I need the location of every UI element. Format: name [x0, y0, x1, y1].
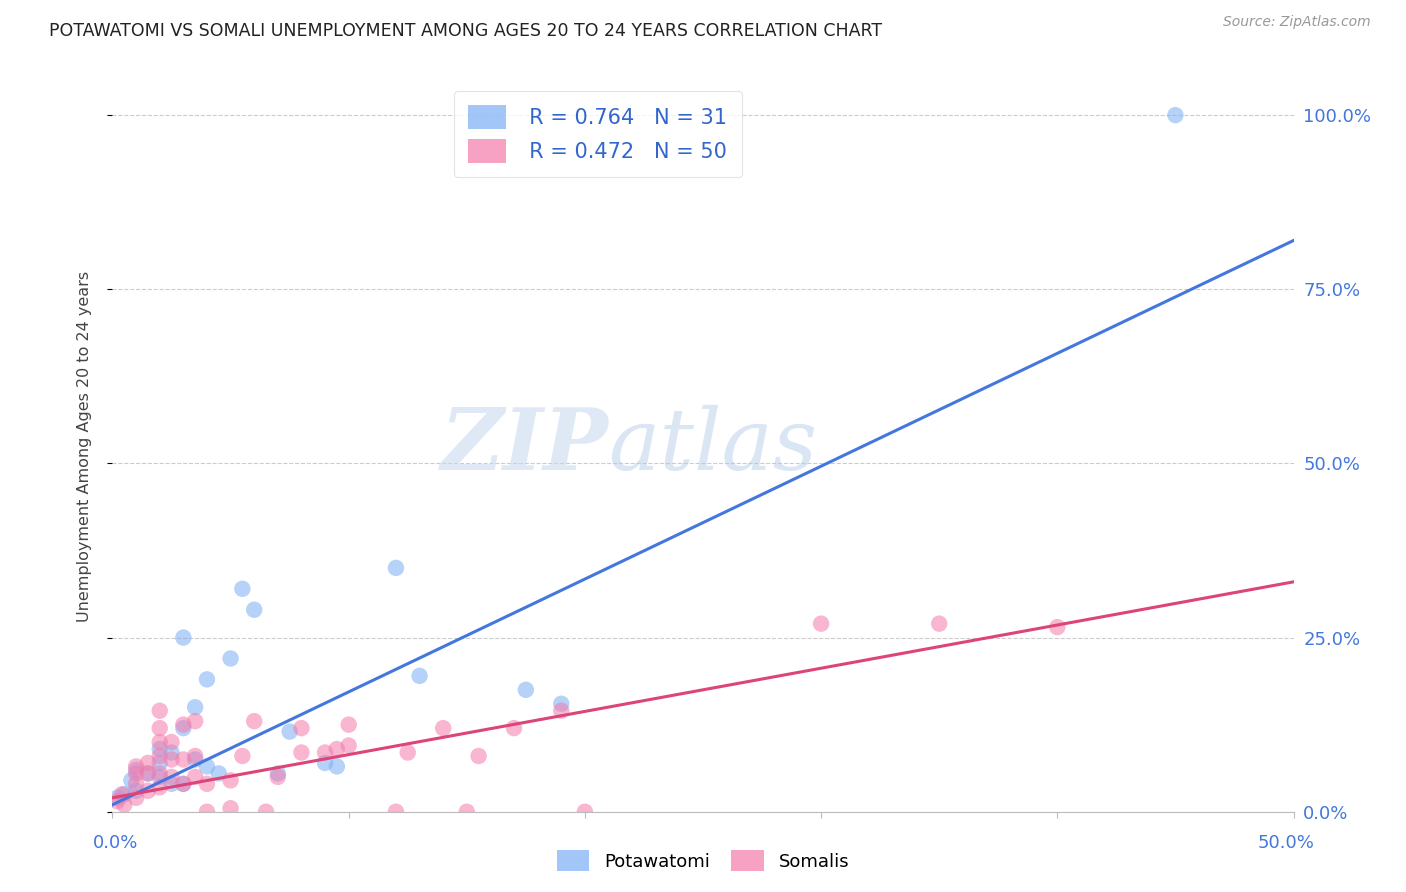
- Point: [172, 777, 194, 791]
- Point: [149, 742, 172, 756]
- Text: Source: ZipAtlas.com: Source: ZipAtlas.com: [1223, 15, 1371, 29]
- Point: [278, 724, 301, 739]
- Legend:   R = 0.764   N = 31,   R = 0.472   N = 50: R = 0.764 N = 31, R = 0.472 N = 50: [454, 91, 742, 178]
- Point: [125, 766, 148, 780]
- Point: [515, 682, 537, 697]
- Point: [456, 805, 478, 819]
- Y-axis label: Unemployment Among Ages 20 to 24 years: Unemployment Among Ages 20 to 24 years: [77, 270, 91, 622]
- Point: [136, 756, 159, 770]
- Point: [928, 616, 950, 631]
- Point: [149, 721, 172, 735]
- Point: [385, 561, 408, 575]
- Point: [208, 766, 231, 780]
- Point: [112, 787, 135, 801]
- Point: [160, 735, 183, 749]
- Point: [231, 582, 253, 596]
- Point: [503, 721, 526, 735]
- Point: [195, 673, 218, 687]
- Point: [125, 777, 148, 791]
- Point: [219, 773, 242, 788]
- Point: [195, 777, 218, 791]
- Point: [337, 739, 360, 753]
- Point: [184, 752, 207, 766]
- Point: [467, 749, 489, 764]
- Text: ZIP: ZIP: [440, 404, 609, 488]
- Point: [314, 746, 336, 760]
- Point: [160, 752, 183, 766]
- Point: [125, 790, 148, 805]
- Point: [432, 721, 454, 735]
- Point: [149, 735, 172, 749]
- Point: [120, 773, 142, 788]
- Text: 0.0%: 0.0%: [93, 834, 138, 852]
- Point: [184, 714, 207, 728]
- Point: [314, 756, 336, 770]
- Text: 50.0%: 50.0%: [1258, 834, 1315, 852]
- Point: [105, 794, 128, 808]
- Point: [184, 700, 207, 714]
- Legend: Potawatomi, Somalis: Potawatomi, Somalis: [550, 843, 856, 879]
- Point: [172, 631, 194, 645]
- Point: [574, 805, 596, 819]
- Point: [243, 714, 266, 728]
- Point: [136, 766, 159, 780]
- Point: [136, 766, 159, 780]
- Point: [184, 770, 207, 784]
- Point: [219, 651, 242, 665]
- Point: [219, 801, 242, 815]
- Point: [172, 721, 194, 735]
- Point: [243, 603, 266, 617]
- Point: [111, 787, 134, 801]
- Point: [125, 784, 148, 798]
- Point: [1046, 620, 1069, 634]
- Point: [160, 746, 183, 760]
- Point: [172, 752, 194, 766]
- Point: [267, 770, 290, 784]
- Point: [149, 756, 172, 770]
- Point: [290, 746, 312, 760]
- Point: [105, 790, 128, 805]
- Point: [396, 746, 419, 760]
- Point: [267, 766, 290, 780]
- Point: [149, 749, 172, 764]
- Point: [172, 717, 194, 731]
- Point: [1164, 108, 1187, 122]
- Point: [149, 770, 172, 784]
- Text: POTAWATOMI VS SOMALI UNEMPLOYMENT AMONG AGES 20 TO 24 YEARS CORRELATION CHART: POTAWATOMI VS SOMALI UNEMPLOYMENT AMONG …: [49, 22, 883, 40]
- Text: atlas: atlas: [609, 405, 818, 487]
- Point: [385, 805, 408, 819]
- Point: [550, 704, 572, 718]
- Point: [254, 805, 277, 819]
- Point: [149, 766, 172, 780]
- Point: [112, 797, 135, 812]
- Point: [160, 770, 183, 784]
- Point: [290, 721, 312, 735]
- Point: [184, 749, 207, 764]
- Point: [149, 704, 172, 718]
- Point: [810, 616, 832, 631]
- Point: [408, 669, 430, 683]
- Point: [125, 763, 148, 777]
- Point: [149, 780, 172, 795]
- Point: [326, 759, 349, 773]
- Point: [136, 784, 159, 798]
- Point: [550, 697, 572, 711]
- Point: [231, 749, 253, 764]
- Point: [160, 777, 183, 791]
- Point: [195, 759, 218, 773]
- Point: [326, 742, 349, 756]
- Point: [172, 777, 194, 791]
- Point: [337, 717, 360, 731]
- Point: [125, 759, 148, 773]
- Point: [195, 805, 218, 819]
